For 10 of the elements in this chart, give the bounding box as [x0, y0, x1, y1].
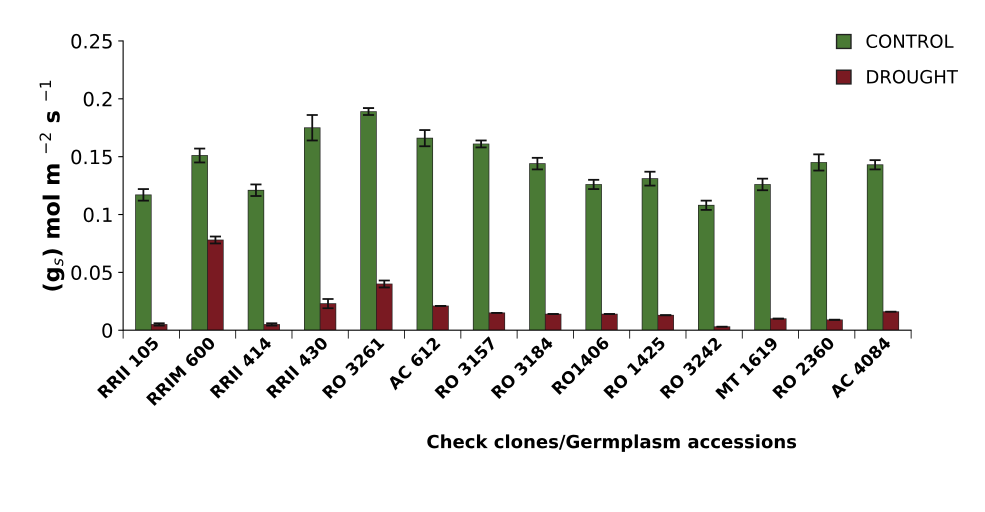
legend-label: DROUGHT: [867, 70, 958, 84]
x-axis-title: Check clones/Germplasm accessions: [427, 434, 796, 452]
y-tick-label: 0.25: [71, 34, 112, 49]
y-tick-label: 0: [102, 323, 112, 338]
y-tick-label: 0.2: [84, 92, 112, 106]
y-axis-title: (g$_{s}$) mol m $^{−2}$ s $^{−1}$: [39, 80, 64, 291]
y-tick-label: 0.05: [71, 265, 112, 280]
y-tick-label: 0.1: [84, 207, 112, 222]
legend-label: CONTROL: [866, 34, 954, 48]
y-tick-label: 0.15: [71, 150, 112, 164]
